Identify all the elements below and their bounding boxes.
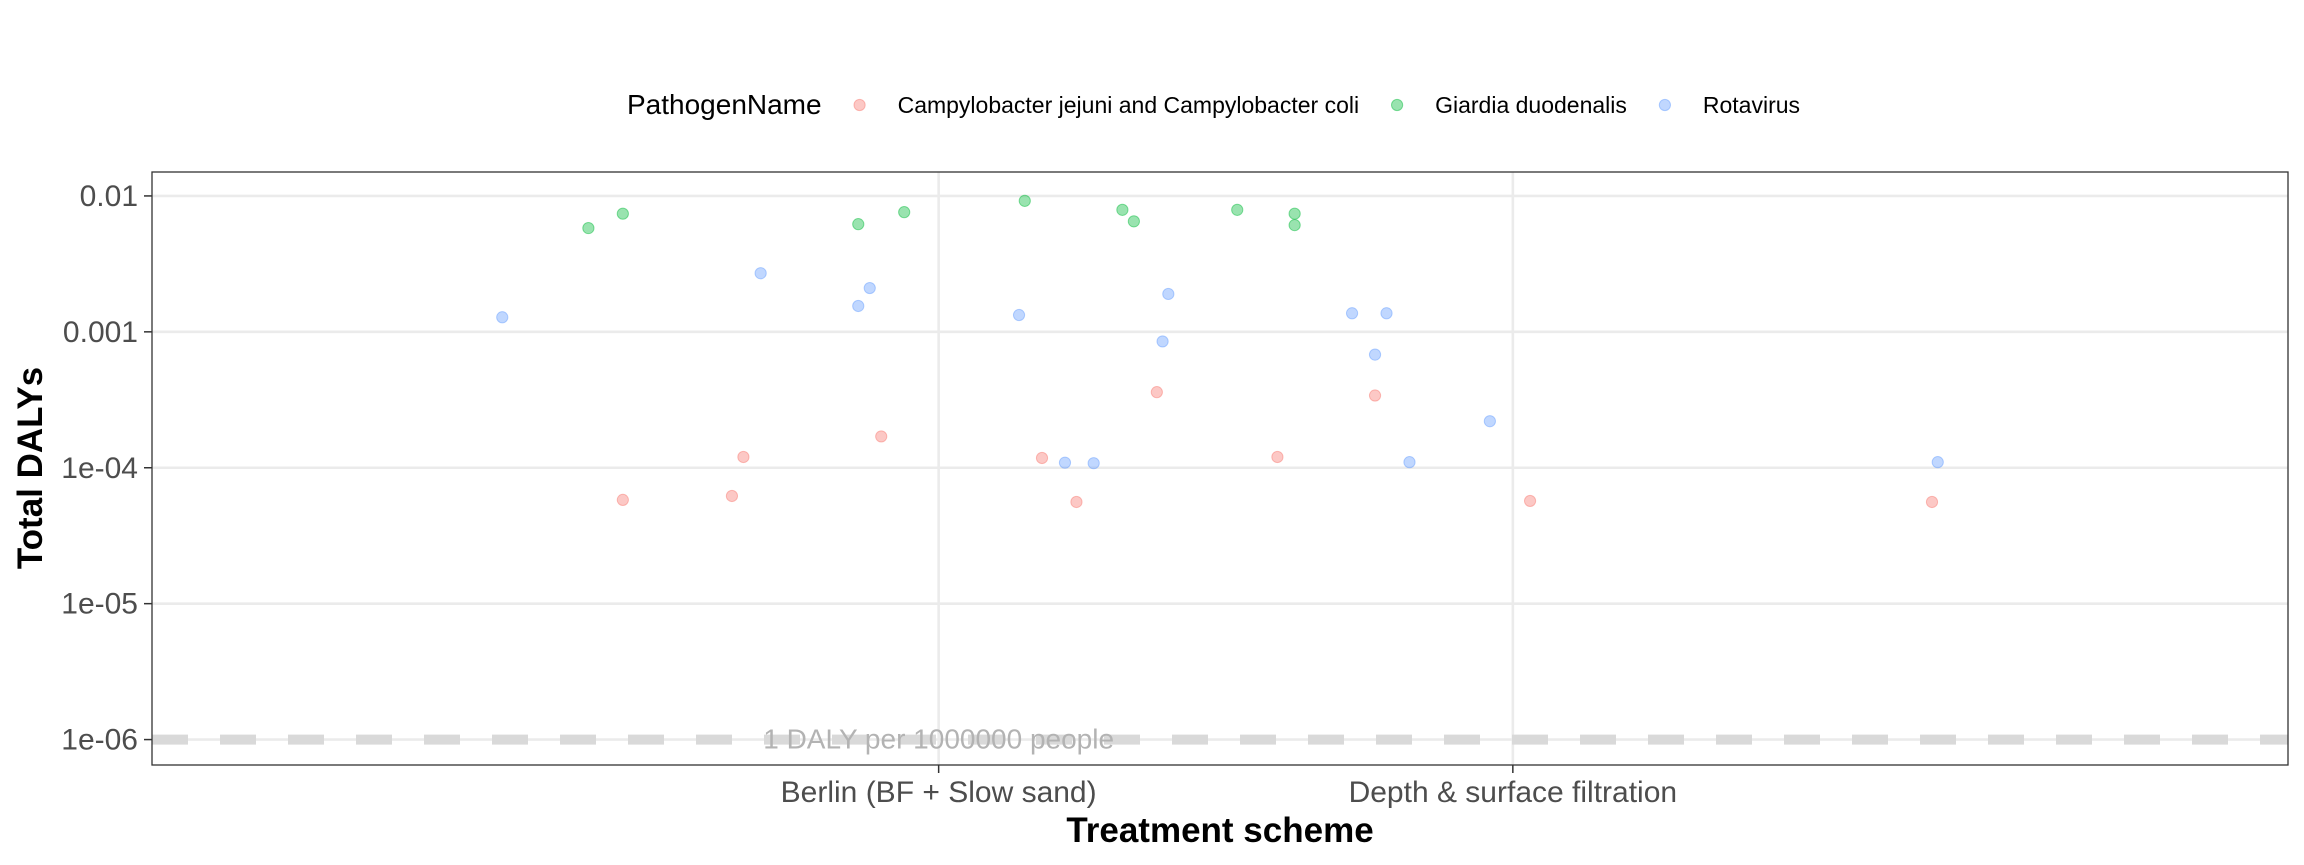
legend-key (853, 98, 866, 112)
y-tick-label: 1e-06 (61, 724, 138, 757)
data-point (1127, 215, 1140, 228)
reference-line-group: 1 DALY per 1000000 people (152, 724, 2288, 755)
legend-label: Rotavirus (1703, 92, 1800, 118)
legend-entry: Giardia duodenalis (1390, 92, 1627, 118)
legend-key (1658, 98, 1671, 112)
legend-entry: Campylobacter jejuni and Campylobacter c… (853, 92, 1360, 118)
legend-key (1390, 98, 1404, 112)
y-tick-label: 0.001 (63, 316, 138, 349)
data-point (875, 430, 888, 443)
data-point (1931, 456, 1944, 469)
x-tick-label: Berlin (BF + Slow sand) (781, 776, 1097, 809)
data-point (725, 489, 739, 503)
x-tick-label: Depth & surface filtration (1349, 776, 1678, 809)
data-point (898, 206, 911, 219)
data-point (1070, 495, 1083, 509)
data-point (852, 218, 865, 231)
data-point (1368, 348, 1382, 361)
reference-line-label: 1 DALY per 1000000 people (763, 724, 1114, 755)
data-point (582, 221, 595, 235)
data-point (616, 207, 629, 220)
data-point (1035, 451, 1049, 465)
x-axis: Berlin (BF + Slow sand) Depth & surface f… (781, 765, 1677, 809)
y-tick-label: 1e-04 (61, 452, 138, 485)
data-point (1162, 287, 1175, 301)
data-point (1288, 219, 1301, 232)
legend-label: Campylobacter jejuni and Campylobacter c… (898, 92, 1360, 118)
data-point (1058, 456, 1072, 469)
data-point (1483, 415, 1496, 428)
data-point (616, 493, 629, 507)
data-point (754, 267, 767, 280)
y-axis-title: Total DALYs (11, 367, 50, 569)
y-tick-label: 0.01 (80, 180, 138, 213)
data-points (496, 194, 1944, 509)
data-point (1018, 194, 1031, 207)
data-point (1925, 495, 1939, 509)
data-point (1403, 456, 1416, 469)
data-point (1345, 307, 1359, 320)
y-tick-label: 1e-05 (61, 588, 138, 621)
y-axis: 0.01 0.001 1e-04 1e-05 1e-06 (61, 180, 152, 757)
data-point (852, 299, 865, 313)
x-axis-title: Treatment scheme (1066, 811, 1373, 850)
data-point (1087, 457, 1100, 470)
data-point (496, 311, 509, 324)
data-point (1271, 450, 1284, 464)
data-point (1012, 308, 1026, 322)
legend-title: PathogenName (627, 89, 822, 120)
legend-label: Giardia duodenalis (1435, 92, 1627, 118)
legend-entry: Rotavirus (1658, 92, 1800, 118)
data-point (1380, 307, 1393, 320)
legend: PathogenName Campylobacter jejuni and Ca… (627, 89, 1800, 120)
data-point (1368, 389, 1382, 402)
data-point (1523, 494, 1537, 508)
data-point (1150, 386, 1163, 399)
data-point (1156, 335, 1169, 348)
plot-panel: 1 DALY per 1000000 people (151, 171, 2289, 766)
gridlines (152, 172, 2288, 765)
data-point (1288, 207, 1301, 220)
legend-entries: Campylobacter jejuni and Campylobacter c… (853, 92, 1800, 118)
data-point (1116, 203, 1129, 216)
data-point (863, 281, 876, 295)
data-point (737, 450, 750, 464)
data-point (1231, 203, 1244, 216)
